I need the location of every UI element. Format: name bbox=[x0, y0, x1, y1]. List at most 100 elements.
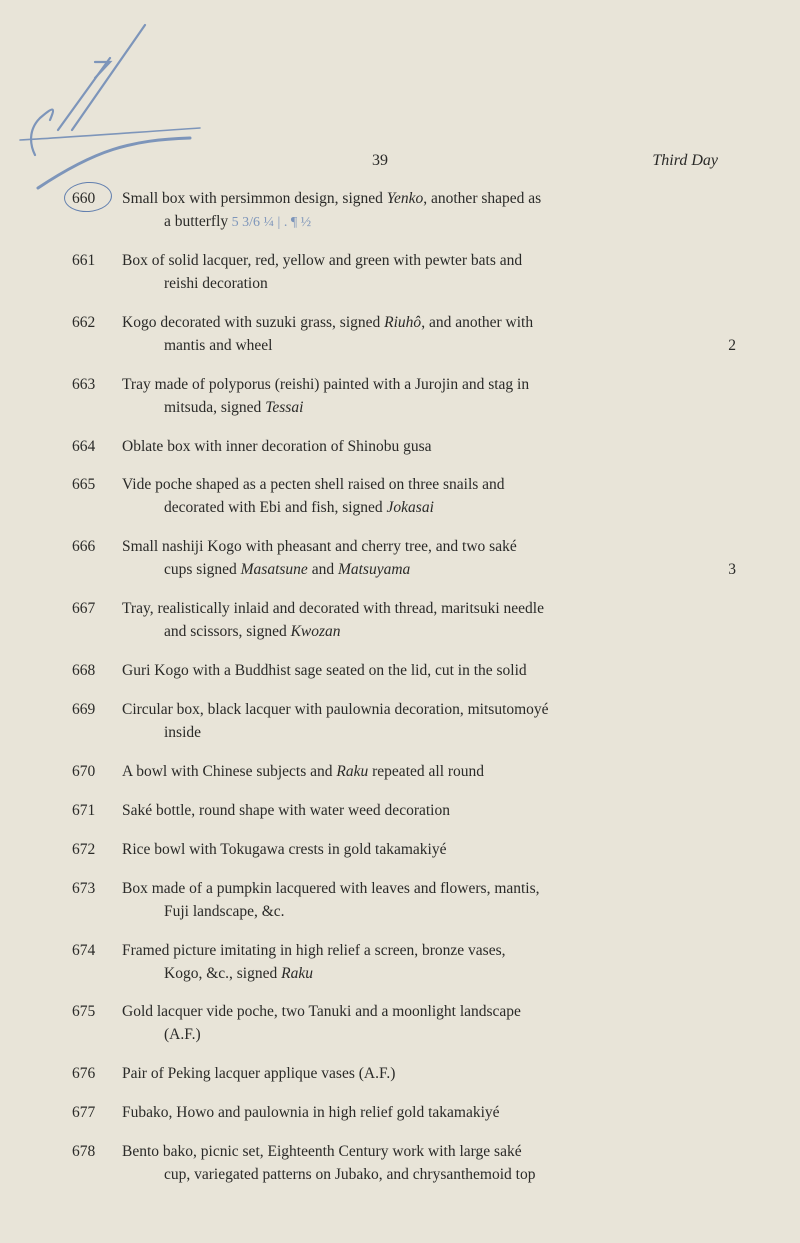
lot-description: Circular box, black lacquer with paulown… bbox=[122, 699, 736, 745]
catalogue-entry: 672Rice bowl with Tokugawa crests in gol… bbox=[72, 839, 736, 862]
lot-number: 666 bbox=[72, 536, 122, 582]
catalogue-entry: 678Bento bako, picnic set, Eighteenth Ce… bbox=[72, 1141, 736, 1187]
trailing-number: 3 bbox=[728, 559, 736, 582]
lot-description: Box of solid lacquer, red, yellow and gr… bbox=[122, 250, 736, 296]
italic-term: Yenko bbox=[387, 190, 423, 207]
catalogue-entry: 664Oblate box with inner decoration of S… bbox=[72, 436, 736, 459]
lot-number: 673 bbox=[72, 878, 122, 924]
lot-description: Fubako, Howo and paulownia in high relie… bbox=[122, 1102, 736, 1125]
catalogue-entry: 676Pair of Peking lacquer applique vases… bbox=[72, 1063, 736, 1086]
lot-number: 672 bbox=[72, 839, 122, 862]
catalogue-entry: 674Framed picture imitating in high reli… bbox=[72, 940, 736, 986]
page-container: 39 Third Day 660Small box with persimmon… bbox=[0, 0, 800, 1243]
lot-number: 678 bbox=[72, 1141, 122, 1187]
italic-term: Kwozan bbox=[291, 623, 341, 640]
description-line: Circular box, black lacquer with paulown… bbox=[122, 701, 549, 718]
lot-number: 662 bbox=[72, 312, 122, 358]
description-continuation: cups signed Masatsune and Matsuyama3 bbox=[122, 559, 736, 582]
catalogue-entry: 668Guri Kogo with a Buddhist sage seated… bbox=[72, 660, 736, 683]
description-line: Fubako, Howo and paulownia in high relie… bbox=[122, 1104, 500, 1121]
lot-description: Bento bako, picnic set, Eighteenth Centu… bbox=[122, 1141, 736, 1187]
description-line: Small nashiji Kogo with pheasant and che… bbox=[122, 538, 517, 555]
description-continuation: mantis and wheel2 bbox=[122, 335, 736, 358]
catalogue-entry: 665Vide poche shaped as a pecten shell r… bbox=[72, 474, 736, 520]
description-line: Saké bottle, round shape with water weed… bbox=[122, 802, 450, 819]
catalogue-entry: 661Box of solid lacquer, red, yellow and… bbox=[72, 250, 736, 296]
catalogue-entry: 670A bowl with Chinese subjects and Raku… bbox=[72, 761, 736, 784]
lot-number: 664 bbox=[72, 436, 122, 459]
description-line: Small box with persimmon design, signed … bbox=[122, 190, 541, 207]
description-line: Pair of Peking lacquer applique vases (A… bbox=[122, 1065, 395, 1082]
lot-number: 675 bbox=[72, 1001, 122, 1047]
description-line: Guri Kogo with a Buddhist sage seated on… bbox=[122, 662, 527, 679]
description-line: Kogo decorated with suzuki grass, signed… bbox=[122, 314, 533, 331]
pencil-annotation: 5 3/6 ¼ | . ¶ ½ bbox=[228, 215, 311, 230]
lot-number: 677 bbox=[72, 1102, 122, 1125]
description-line: Box of solid lacquer, red, yellow and gr… bbox=[122, 252, 522, 269]
lot-description: Small box with persimmon design, signed … bbox=[122, 188, 736, 234]
lot-description: A bowl with Chinese subjects and Raku re… bbox=[122, 761, 736, 784]
catalogue-entry: 669Circular box, black lacquer with paul… bbox=[72, 699, 736, 745]
lot-number: 661 bbox=[72, 250, 122, 296]
lot-number: 665 bbox=[72, 474, 122, 520]
catalogue-entry: 667Tray, realistically inlaid and decora… bbox=[72, 598, 736, 644]
lot-number: 670 bbox=[72, 761, 122, 784]
lot-description: Tray, realistically inlaid and decorated… bbox=[122, 598, 736, 644]
description-continuation: Fuji landscape, &c. bbox=[122, 901, 736, 924]
italic-term: Jokasai bbox=[387, 499, 434, 516]
lot-number: 660 bbox=[72, 188, 122, 234]
trailing-number: 2 bbox=[728, 335, 736, 358]
catalogue-entries: 660Small box with persimmon design, sign… bbox=[72, 188, 736, 1187]
pencil-circle bbox=[63, 180, 113, 213]
lot-description: Oblate box with inner decoration of Shin… bbox=[122, 436, 736, 459]
description-continuation: Kogo, &c., signed Raku bbox=[122, 963, 736, 986]
italic-term: Matsuyama bbox=[338, 561, 410, 578]
catalogue-entry: 660Small box with persimmon design, sign… bbox=[72, 188, 736, 234]
description-continuation: decorated with Ebi and fish, signed Joka… bbox=[122, 497, 736, 520]
description-line: Tray, realistically inlaid and decorated… bbox=[122, 600, 544, 617]
italic-term: Riuhô bbox=[384, 314, 421, 331]
italic-term: Raku bbox=[336, 763, 368, 780]
description-line: Framed picture imitating in high relief … bbox=[122, 942, 506, 959]
italic-term: Masatsune bbox=[241, 561, 308, 578]
lot-description: Vide poche shaped as a pecten shell rais… bbox=[122, 474, 736, 520]
italic-term: Raku bbox=[281, 965, 313, 982]
catalogue-entry: 677Fubako, Howo and paulownia in high re… bbox=[72, 1102, 736, 1125]
lot-description: Framed picture imitating in high relief … bbox=[122, 940, 736, 986]
description-continuation: inside bbox=[122, 722, 736, 745]
description-line: Gold lacquer vide poche, two Tanuki and … bbox=[122, 1003, 521, 1020]
description-continuation: mitsuda, signed Tessai bbox=[122, 397, 736, 420]
catalogue-entry: 662Kogo decorated with suzuki grass, sig… bbox=[72, 312, 736, 358]
description-continuation: and scissors, signed Kwozan bbox=[122, 621, 736, 644]
lot-description: Box made of a pumpkin lacquered with lea… bbox=[122, 878, 736, 924]
description-line: Oblate box with inner decoration of Shin… bbox=[122, 438, 432, 455]
running-title: Third Day bbox=[652, 152, 718, 170]
catalogue-entry: 675Gold lacquer vide poche, two Tanuki a… bbox=[72, 1001, 736, 1047]
lot-description: Small nashiji Kogo with pheasant and che… bbox=[122, 536, 736, 582]
lot-number: 676 bbox=[72, 1063, 122, 1086]
description-line: Vide poche shaped as a pecten shell rais… bbox=[122, 476, 505, 493]
catalogue-entry: 673Box made of a pumpkin lacquered with … bbox=[72, 878, 736, 924]
description-line: Tray made of polyporus (reishi) painted … bbox=[122, 376, 529, 393]
description-continuation: cup, variegated patterns on Jubako, and … bbox=[122, 1164, 736, 1187]
lot-description: Pair of Peking lacquer applique vases (A… bbox=[122, 1063, 736, 1086]
italic-term: Tessai bbox=[265, 399, 303, 416]
description-line: A bowl with Chinese subjects and Raku re… bbox=[122, 763, 484, 780]
lot-description: Gold lacquer vide poche, two Tanuki and … bbox=[122, 1001, 736, 1047]
lot-description: Tray made of polyporus (reishi) painted … bbox=[122, 374, 736, 420]
description-continuation: (A.F.) bbox=[122, 1024, 736, 1047]
page-header: 39 Third Day bbox=[72, 152, 718, 170]
pencil-sketch bbox=[0, 0, 220, 200]
description-line: Box made of a pumpkin lacquered with lea… bbox=[122, 880, 540, 897]
lot-description: Rice bowl with Tokugawa crests in gold t… bbox=[122, 839, 736, 862]
lot-number: 674 bbox=[72, 940, 122, 986]
page-number: 39 bbox=[372, 152, 388, 170]
lot-number: 668 bbox=[72, 660, 122, 683]
lot-number: 669 bbox=[72, 699, 122, 745]
lot-description: Kogo decorated with suzuki grass, signed… bbox=[122, 312, 736, 358]
catalogue-entry: 666Small nashiji Kogo with pheasant and … bbox=[72, 536, 736, 582]
description-continuation: a butterfly 5 3/6 ¼ | . ¶ ½ bbox=[122, 211, 736, 234]
lot-number: 667 bbox=[72, 598, 122, 644]
lot-description: Guri Kogo with a Buddhist sage seated on… bbox=[122, 660, 736, 683]
description-line: Rice bowl with Tokugawa crests in gold t… bbox=[122, 841, 447, 858]
